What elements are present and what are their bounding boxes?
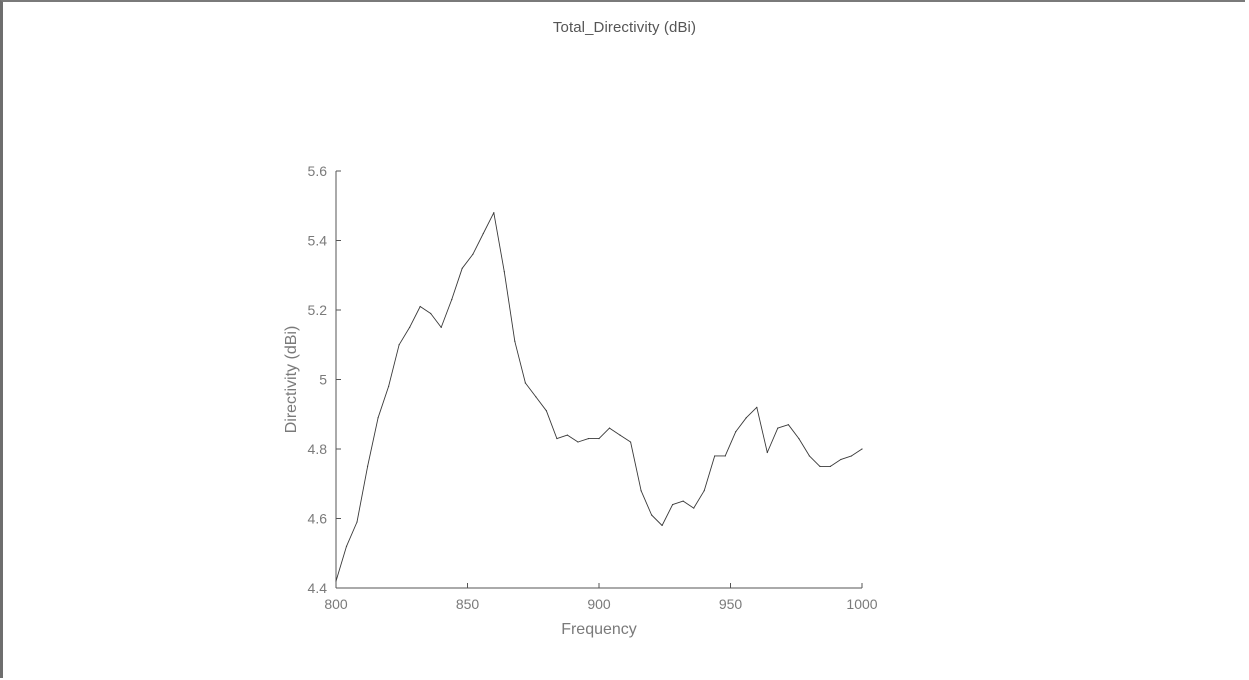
- y-tick-label: 5: [319, 372, 327, 388]
- x-tick-label: 850: [456, 596, 480, 612]
- data-point: [619, 434, 621, 436]
- y-tick-label: 5.4: [308, 233, 328, 249]
- data-point: [756, 406, 758, 408]
- data-point: [672, 504, 674, 506]
- data-point: [493, 212, 495, 214]
- data-point: [693, 507, 695, 509]
- data-point: [703, 490, 705, 492]
- data-point: [335, 580, 337, 582]
- data-point: [566, 434, 569, 436]
- data-point: [598, 437, 600, 440]
- data-point: [366, 465, 369, 467]
- data-point: [345, 545, 348, 547]
- data-point: [587, 437, 590, 440]
- data-point: [514, 340, 516, 342]
- x-tick-label: 900: [587, 596, 611, 612]
- window-title: Total_Directivity (dBi): [552, 19, 697, 36]
- y-tick-label: 5.6: [308, 163, 328, 179]
- data-point: [724, 455, 726, 457]
- data-point: [472, 253, 474, 255]
- data-point: [398, 344, 400, 346]
- data-point: [840, 458, 842, 461]
- data-point: [745, 417, 747, 419]
- data-point: [556, 437, 558, 440]
- data-point: [861, 448, 863, 450]
- data-point: [430, 312, 432, 315]
- data-point: [661, 524, 663, 527]
- y-tick-label: 5.2: [308, 302, 328, 318]
- data-point: [829, 465, 832, 467]
- y-tick-label: 4.8: [308, 441, 328, 457]
- series-line: [335, 212, 863, 582]
- data-point: [608, 427, 611, 429]
- x-tick-label: 800: [324, 596, 348, 612]
- y-tick-label: 4.6: [308, 511, 328, 527]
- data-point: [419, 305, 421, 308]
- data-point: [524, 382, 526, 384]
- y-tick-label: 4.4: [308, 580, 328, 596]
- data-point: [535, 396, 537, 398]
- data-point: [482, 232, 484, 235]
- data-point: [714, 455, 716, 457]
- data-point: [766, 451, 768, 454]
- data-point: [356, 521, 358, 523]
- data-point: [808, 455, 811, 457]
- series: [335, 212, 863, 582]
- data-point: [819, 465, 821, 467]
- y-axis-label: Directivity (dBi): [283, 326, 300, 434]
- axes: [335, 171, 862, 589]
- data-point: [629, 441, 632, 443]
- data-point: [377, 417, 379, 419]
- data-point: [388, 385, 390, 388]
- data-point: [651, 514, 653, 516]
- data-point: [850, 455, 853, 457]
- data-point: [440, 326, 442, 328]
- data-point: [682, 500, 684, 502]
- data-point: [787, 424, 789, 426]
- x-tick-label: 1000: [846, 596, 877, 612]
- data-point: [409, 326, 411, 328]
- x-tick-label: 950: [719, 596, 743, 612]
- data-point: [735, 431, 737, 433]
- data-point: [503, 271, 505, 273]
- data-point: [798, 437, 800, 440]
- ticks: 800 850 900 950 1000 4.4 4.6 4.8 5 5.2 5.4 5.6: [308, 163, 878, 612]
- data-point: [451, 298, 453, 301]
- data-point: [545, 410, 548, 412]
- data-point: [461, 267, 463, 269]
- data-point: [777, 427, 779, 429]
- x-axis-label: Frequency: [561, 621, 637, 638]
- data-point: [577, 441, 579, 443]
- data-point: [640, 490, 642, 492]
